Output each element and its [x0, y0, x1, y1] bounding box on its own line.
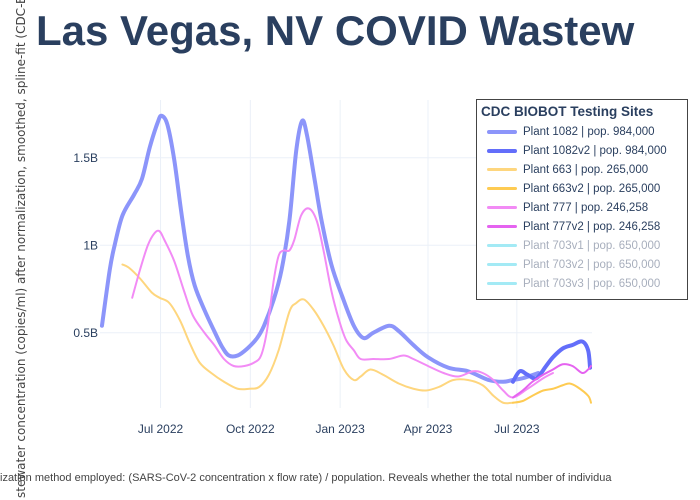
legend-label: Plant 663v2 | pop. 265,000	[523, 182, 661, 195]
legend-label: Plant 777v2 | pop. 246,258	[523, 220, 661, 233]
x-tick-label: Jul 2023	[494, 422, 540, 436]
series-line-plant-1082	[99, 113, 541, 384]
legend-swatch	[487, 244, 517, 247]
x-tick-label: Apr 2023	[404, 422, 453, 436]
legend-item[interactable]: Plant 663 | pop. 265,000	[481, 160, 683, 179]
legend-item[interactable]: Plant 1082 | pop. 984,000	[481, 122, 683, 141]
legend-label: Plant 1082 | pop. 984,000	[523, 125, 655, 138]
series-line-plant-1082v2	[510, 339, 593, 384]
legend-item[interactable]: Plant 1082v2 | pop. 984,000	[481, 141, 683, 160]
legend-label: Plant 663 | pop. 265,000	[523, 163, 649, 176]
legend-item[interactable]: Plant 703v1 | pop. 650,000	[481, 236, 683, 255]
chart-title: Las Vegas, NV COVID Wastew	[36, 7, 635, 54]
series-lines	[99, 113, 593, 405]
y-tick-label: 0.5B	[73, 326, 98, 340]
y-tick-label: 1B	[83, 238, 98, 252]
legend-item[interactable]: Plant 777v2 | pop. 246,258	[481, 217, 683, 236]
legend-label: Plant 703v1 | pop. 650,000	[523, 239, 661, 252]
legend-label: Plant 703v2 | pop. 650,000	[523, 258, 661, 271]
legend-swatch	[487, 225, 517, 228]
legend-item[interactable]: Plant 703v2 | pop. 650,000	[481, 255, 683, 274]
axis-ticks: Jul 2022 Oct 2022 Jan 2023 Apr 2023 Jul 2023…	[73, 151, 540, 436]
legend-label: Plant 777 | pop. 246,258	[523, 201, 649, 214]
legend-label: Plant 1082v2 | pop. 984,000	[523, 144, 667, 157]
footnote: ization method employed: (SARS-CoV-2 con…	[0, 472, 612, 484]
legend-item[interactable]: Plant 777 | pop. 246,258	[481, 198, 683, 217]
series-line-plant-777v2	[511, 363, 593, 399]
legend-item[interactable]: Plant 703v3 | pop. 650,000	[481, 274, 683, 293]
y-axis-label: stewater concentration (copies/ml) after…	[14, 0, 28, 498]
legend-swatch	[487, 148, 517, 153]
legend-item[interactable]: Plant 663v2 | pop. 265,000	[481, 179, 683, 198]
series-line-plant-663	[121, 263, 514, 405]
x-tick-label: Jan 2023	[315, 422, 365, 436]
legend-swatch	[487, 282, 517, 285]
y-tick-label: 1.5B	[73, 151, 98, 165]
x-tick-label: Jul 2022	[138, 422, 184, 436]
series-line-plant-663v2	[511, 382, 593, 404]
legend-title: CDC BIOBOT Testing Sites	[481, 104, 654, 119]
legend-label: Plant 703v3 | pop. 650,000	[523, 277, 661, 290]
legend-swatch	[487, 129, 517, 134]
legend-swatch	[487, 187, 517, 190]
legend-swatch	[487, 168, 517, 171]
x-tick-label: Oct 2022	[226, 422, 275, 436]
legend-swatch	[487, 206, 517, 209]
legend: CDC BIOBOT Testing Sites Plant 1082 | po…	[476, 99, 688, 300]
legend-swatch	[487, 263, 517, 266]
series-line-plant-777	[131, 207, 554, 399]
